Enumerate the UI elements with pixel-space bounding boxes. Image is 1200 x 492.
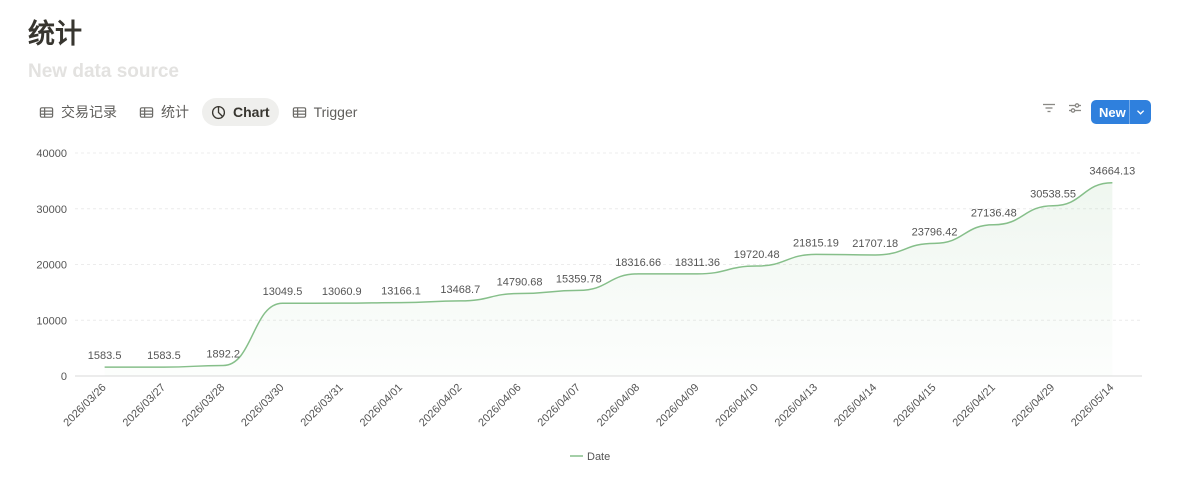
x-tick-label: 2026/04/10	[713, 382, 760, 429]
x-tick-label: 2026/04/07	[536, 382, 583, 429]
x-tick-label: 2026/04/13	[773, 382, 820, 429]
y-tick-label: 10000	[36, 315, 67, 327]
area	[104, 182, 1113, 376]
x-tick-label: 2026/04/01	[358, 382, 405, 429]
x-tick-label: 2026/04/08	[595, 382, 642, 429]
x-tick-label: 2026/04/29	[1010, 382, 1057, 429]
data-label: 21707.18	[852, 238, 898, 250]
x-tick-label: 2026/04/14	[832, 382, 879, 429]
settings-icon[interactable]	[1067, 100, 1083, 116]
data-label: 13049.5	[263, 286, 303, 298]
y-tick-label: 0	[61, 371, 67, 383]
data-label: 13468.7	[440, 284, 480, 296]
tab[interactable]: 统计	[130, 98, 198, 126]
tabs: 交易记录 统计 Chart Trigger	[30, 98, 366, 126]
y-tick-label: 20000	[36, 260, 67, 272]
x-tick-label: 2026/03/27	[121, 382, 168, 429]
data-label: 1583.5	[147, 350, 181, 362]
data-label: 18316.66	[615, 257, 661, 269]
dropdown-arrow[interactable]	[1130, 100, 1151, 124]
data-label: 34664.13	[1089, 166, 1135, 178]
data-label: 1583.5	[88, 350, 122, 362]
toolbar	[1041, 100, 1083, 116]
x-tick-label: 2026/04/06	[476, 382, 523, 429]
data-label: 23796.42	[912, 226, 958, 238]
x-tick-label: 2026/03/30	[239, 382, 286, 429]
data-label: 21815.19	[793, 237, 839, 249]
x-tick-label: 2026/03/28	[180, 382, 227, 429]
x-tick-label: 2026/04/15	[891, 382, 938, 429]
subtitle[interactable]: New data source	[28, 61, 179, 82]
x-tick-label: 2026/05/14	[1069, 382, 1116, 429]
data-label: 27136.48	[971, 208, 1017, 220]
new-label: New	[1099, 104, 1126, 120]
y-tick-label: 30000	[36, 204, 67, 216]
data-label: 13060.9	[322, 286, 362, 298]
x-tick-label: 2026/04/09	[654, 382, 701, 429]
data-label: 14790.68	[497, 277, 543, 289]
x-tick-label: 2026/03/26	[61, 382, 108, 429]
new-button[interactable]: New	[1091, 100, 1151, 124]
x-tick-label: 2026/04/21	[951, 382, 998, 429]
tab[interactable]: 交易记录	[30, 98, 126, 126]
x-tick-label: 2026/03/31	[298, 382, 345, 429]
tab[interactable]: Chart	[202, 98, 279, 126]
data-label: 19720.48	[734, 249, 780, 261]
chart: 0 10000 20000 30000 40000 2026/03/26 2026/03/2…	[36, 148, 1142, 463]
filter-icon[interactable]	[1041, 100, 1057, 116]
tab-label: 交易记录	[61, 104, 117, 120]
tab-label: Trigger	[313, 104, 358, 120]
tab[interactable]: Trigger	[283, 98, 367, 126]
tab-label: Chart	[233, 104, 270, 120]
line	[104, 181, 1113, 368]
x-tick-label: 2026/04/02	[417, 382, 464, 429]
data-label: 1892.2	[206, 348, 240, 360]
data-label: 18311.36	[675, 257, 720, 269]
legend-label: Date	[587, 451, 610, 463]
page-title: 统计	[28, 19, 82, 49]
data-label: 30538.55	[1030, 189, 1076, 201]
data-label: 13166.1	[381, 286, 421, 298]
data-label: 15359.78	[556, 273, 602, 285]
tab-label: 统计	[161, 104, 189, 120]
y-tick-label: 40000	[36, 148, 67, 160]
